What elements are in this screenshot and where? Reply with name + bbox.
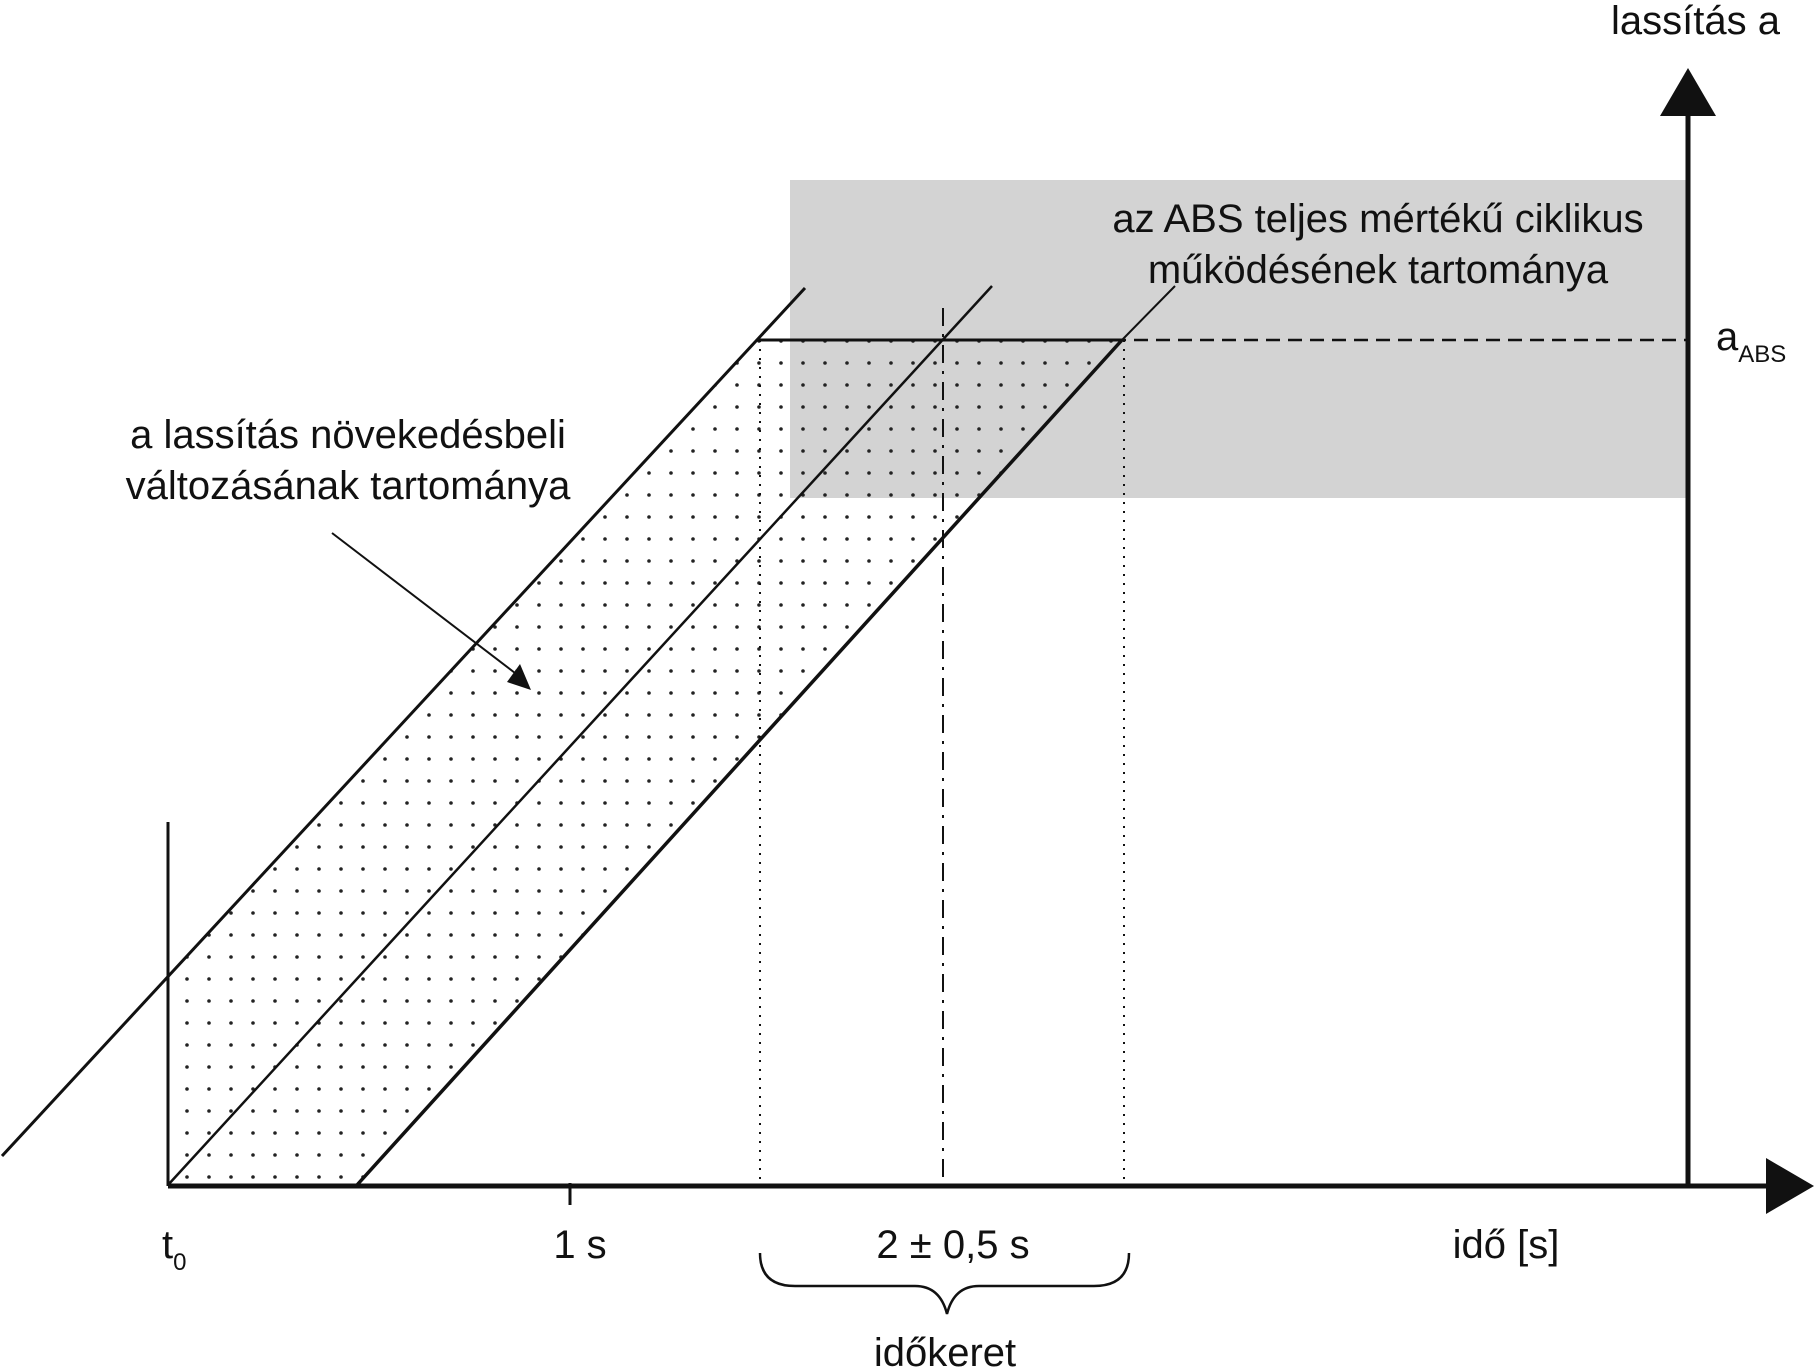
annotation-arrowhead [507, 664, 531, 690]
ramp-line-lower-extension [1121, 285, 1176, 341]
a-abs-label: aABS [1716, 315, 1786, 368]
tick-1s-label: 1 s [553, 1223, 606, 1267]
y-axis-arrowhead [1660, 68, 1716, 116]
deceleration-growth-region [168, 340, 1122, 1185]
abs-region-caption-line2: működésének tartománya [1148, 248, 1609, 292]
ramp-line-lower [355, 338, 1124, 1187]
t0-label: t0 [162, 1223, 186, 1276]
annotation-arrow-line [331, 532, 516, 674]
t0-label-main: t [162, 1223, 173, 1267]
time-window-brace [758, 1252, 1131, 1315]
t0-label-subscript: 0 [173, 1249, 186, 1276]
ramp-line-middle [167, 285, 993, 1186]
x-axis-label: idő [s] [1453, 1223, 1560, 1267]
a-abs-label-main: a [1716, 315, 1739, 359]
a-abs-label-subscript: ABS [1738, 341, 1786, 368]
x-axis-arrowhead [1766, 1158, 1814, 1214]
ramp-line-upper [0, 286, 807, 1158]
idokeret-label: időkeret [874, 1331, 1016, 1371]
growth-region-caption-line2: változásának tartománya [126, 464, 571, 508]
abs-region-caption-line1: az ABS teljes mértékű ciklikus [1112, 197, 1643, 241]
y-axis-label: lassítás a [1611, 0, 1781, 43]
time-window-label: 2 ± 0,5 s [876, 1223, 1029, 1267]
growth-region-caption-line1: a lassítás növekedésbeli [130, 413, 566, 457]
